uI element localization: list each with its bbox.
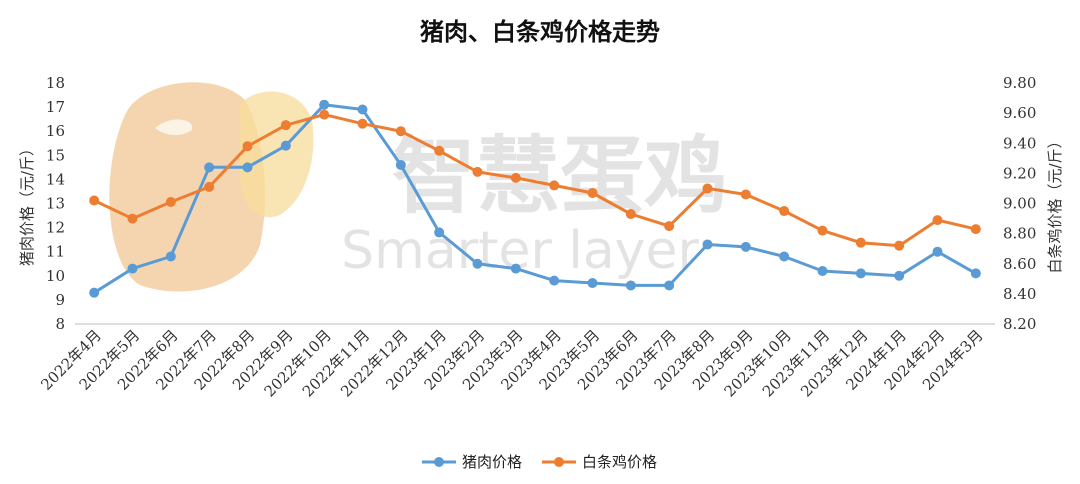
y-tick-label: 14 [46,170,65,188]
data-point [549,275,560,286]
data-point [89,195,100,206]
data-point [894,240,905,251]
data-point [817,225,828,236]
series-2 [89,109,981,251]
y-tick-label: 13 [46,195,65,213]
y2-tick-label: 9.60 [1003,104,1036,122]
data-point [280,120,291,131]
data-point [204,162,215,173]
data-point [817,265,828,276]
y2-tick-label: 9.80 [1003,74,1036,92]
series-line [93,113,977,248]
data-point [165,251,176,262]
data-point [587,278,598,289]
data-point [165,196,176,207]
watermark-hen-body [109,82,265,292]
data-point [242,141,253,152]
data-point [472,258,483,269]
data-point [127,213,138,224]
data-point [779,251,790,262]
y-tick-label: 18 [46,74,65,92]
y2-tick-label: 8.80 [1003,225,1036,243]
y2-axis-title: 白条鸡价格（元/斤） [1046,133,1064,273]
data-point [970,268,981,279]
data-point [89,287,100,298]
legend-swatch-marker [554,457,564,467]
y2-tick-label: 8.40 [1003,285,1036,303]
legend-label: 白条鸡价格 [582,453,657,471]
y2-tick-label: 9.40 [1003,134,1036,152]
data-point [395,126,406,137]
series-1 [89,99,981,298]
data-point [702,183,713,194]
data-point [740,241,751,252]
data-point [319,99,330,110]
y2-tick-label: 9.20 [1003,164,1036,182]
data-point [855,268,866,279]
watermark-brand: 智慧蛋鸡 [392,127,728,225]
y2-tick-label: 8.20 [1003,315,1036,333]
data-point [894,270,905,281]
y2-tick-label: 9.00 [1003,195,1036,213]
data-point [204,181,215,192]
series-line [93,103,977,294]
y-tick-label: 12 [46,219,65,237]
data-point [510,172,521,183]
data-point [932,246,943,257]
y-tick-label: 10 [46,267,65,285]
data-point [664,221,675,232]
y2-tick-label: 8.60 [1003,255,1036,273]
watermark-tagline: Smarter layer [341,221,699,281]
chart-title: 猪肉、白条鸡价格走势 [420,18,660,46]
data-point [625,209,636,220]
data-point [779,206,790,217]
data-point [740,189,751,200]
watermark-hen-head [239,91,314,218]
data-point [702,239,713,250]
watermark-hen-eye [155,119,193,136]
data-point [510,263,521,274]
data-point [395,159,406,170]
data-point [357,118,368,129]
y-tick-label: 8 [55,315,65,333]
legend-label: 猪肉价格 [462,453,522,471]
series-layer [89,99,981,298]
data-point [280,140,291,151]
y-axis-title: 猪肉价格（元/斤） [18,141,36,266]
data-point [434,145,445,156]
data-point [970,224,981,235]
data-point [319,109,330,120]
data-point [127,263,138,274]
data-point [664,280,675,291]
data-point [932,215,943,226]
y-tick-label: 11 [46,243,65,261]
y-tick-label: 15 [46,146,65,164]
y-tick-label: 9 [55,291,65,309]
data-point [242,162,253,173]
legend: 猪肉价格 白条鸡价格 [422,453,657,471]
data-point [855,237,866,248]
legend-swatch-marker [434,457,444,467]
data-point [357,104,368,115]
y-tick-label: 17 [46,98,65,116]
y-tick-label: 16 [46,122,65,140]
data-point [434,227,445,238]
data-point [549,180,560,191]
data-point [472,166,483,177]
data-point [625,280,636,291]
data-point [587,187,598,198]
